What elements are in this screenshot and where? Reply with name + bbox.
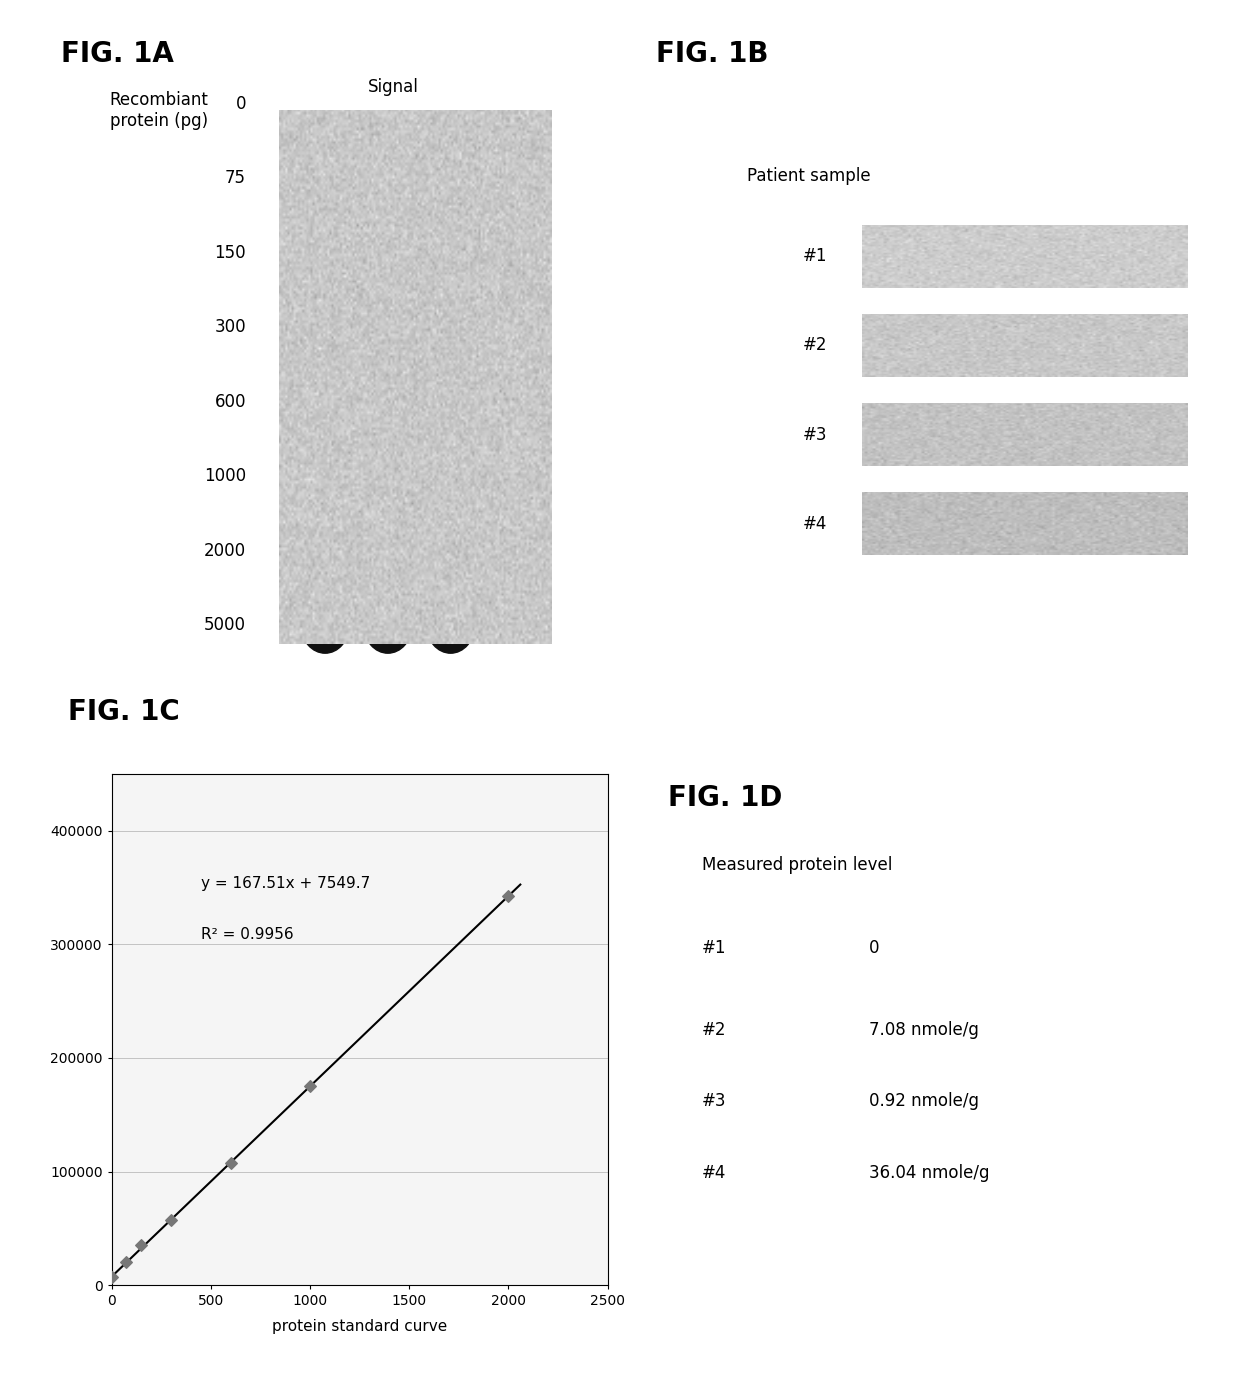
Text: 600: 600 <box>215 392 246 410</box>
Point <box>498 884 518 907</box>
Circle shape <box>309 308 341 347</box>
Text: 2000: 2000 <box>203 542 246 560</box>
Circle shape <box>427 597 475 654</box>
Text: #4: #4 <box>804 514 827 532</box>
Text: 150: 150 <box>215 243 246 261</box>
Text: FIG. 1C: FIG. 1C <box>68 698 180 726</box>
Text: FIG. 1A: FIG. 1A <box>61 40 174 68</box>
Circle shape <box>1061 504 1095 543</box>
Text: 0: 0 <box>869 938 879 956</box>
Text: 300: 300 <box>215 318 246 336</box>
Text: 7.08 nmole/g: 7.08 nmole/g <box>869 1020 980 1039</box>
Text: Signal: Signal <box>368 79 419 97</box>
Text: #4: #4 <box>702 1164 727 1182</box>
Text: #1: #1 <box>702 938 727 956</box>
Text: Patient sample: Patient sample <box>748 167 870 185</box>
Text: #2: #2 <box>802 336 827 355</box>
Circle shape <box>366 525 409 576</box>
Text: FIG. 1B: FIG. 1B <box>656 40 769 68</box>
Circle shape <box>301 597 350 654</box>
Circle shape <box>304 525 347 576</box>
Text: y = 167.51x + 7549.7: y = 167.51x + 7549.7 <box>201 876 370 891</box>
Text: 75: 75 <box>224 170 246 188</box>
Text: Measured protein level: Measured protein level <box>702 855 893 873</box>
Circle shape <box>306 380 343 423</box>
Circle shape <box>952 416 987 453</box>
Circle shape <box>434 308 467 347</box>
Point <box>102 1266 122 1288</box>
Circle shape <box>429 525 472 576</box>
Text: 1000: 1000 <box>203 467 246 485</box>
Circle shape <box>1061 416 1095 453</box>
Text: Recombiant
protein (pg): Recombiant protein (pg) <box>109 91 208 130</box>
Circle shape <box>432 380 469 423</box>
X-axis label: protein standard curve: protein standard curve <box>272 1320 448 1335</box>
Circle shape <box>363 597 412 654</box>
Circle shape <box>376 239 399 267</box>
Text: 0.92 nmole/g: 0.92 nmole/g <box>869 1092 980 1110</box>
Text: #3: #3 <box>802 426 827 444</box>
Text: 5000: 5000 <box>205 616 246 634</box>
Point <box>221 1151 241 1173</box>
Point <box>117 1251 136 1273</box>
Text: #1: #1 <box>802 247 827 265</box>
Text: FIG. 1D: FIG. 1D <box>668 784 782 813</box>
Circle shape <box>439 239 463 267</box>
Point <box>161 1208 181 1230</box>
Circle shape <box>370 380 407 423</box>
Point <box>131 1234 151 1256</box>
Text: #2: #2 <box>702 1020 727 1039</box>
Circle shape <box>368 453 408 499</box>
Circle shape <box>314 239 337 267</box>
Circle shape <box>372 308 404 347</box>
Text: R² = 0.9956: R² = 0.9956 <box>201 927 294 943</box>
Text: 36.04 nmole/g: 36.04 nmole/g <box>869 1164 990 1182</box>
Point <box>300 1075 320 1097</box>
Text: #3: #3 <box>702 1092 727 1110</box>
Circle shape <box>432 453 470 499</box>
Circle shape <box>305 453 345 499</box>
Circle shape <box>952 504 987 543</box>
Text: 0: 0 <box>236 95 246 113</box>
